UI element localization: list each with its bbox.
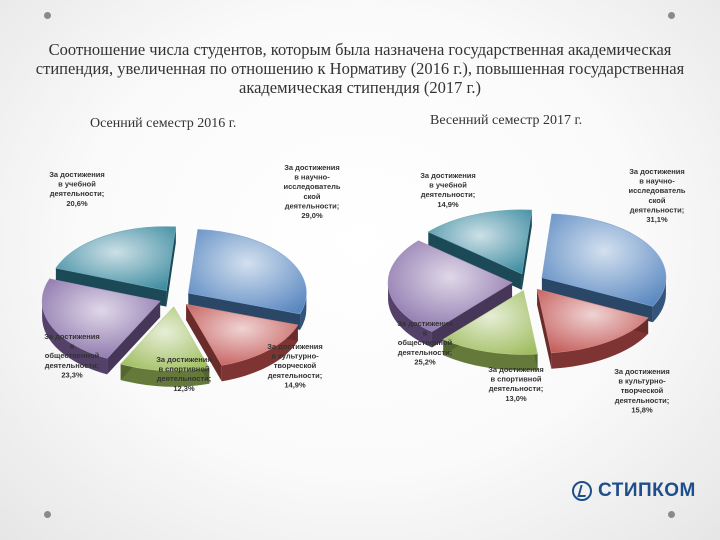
pie-slice-face bbox=[186, 304, 222, 382]
pie-slice-side bbox=[551, 317, 649, 369]
slice-label: За достижения в культурно-творческой деяте… bbox=[614, 367, 670, 414]
slice-value-label: 31,1% bbox=[646, 215, 668, 224]
pie-labels: За достижения в научно-исследователь ской д… bbox=[397, 167, 686, 414]
pie-slice-0 bbox=[541, 213, 667, 307]
pie-slice-side bbox=[42, 301, 108, 375]
pie-slice-face bbox=[521, 210, 532, 290]
pie-slice-face bbox=[166, 226, 176, 307]
pie-slice-face bbox=[431, 282, 513, 348]
pie-slice-0 bbox=[188, 229, 307, 315]
nav-dot-bottom-left bbox=[44, 511, 51, 518]
brand-logo-icon bbox=[572, 481, 592, 501]
slice-label: За достижения в общественной деятельности; 2… bbox=[397, 319, 453, 366]
pie-slice-1 bbox=[185, 303, 299, 366]
pie-slice-2 bbox=[120, 306, 210, 372]
nav-dot-bottom-right bbox=[668, 511, 675, 518]
slice-value-label: 20,6% bbox=[66, 199, 88, 208]
pie-slice-side bbox=[388, 282, 432, 348]
pie-slice-3 bbox=[387, 240, 513, 332]
slice-label: За достижения в научно-исследователь ской д… bbox=[628, 167, 685, 224]
pie-slice-2 bbox=[442, 289, 538, 355]
pie-tops bbox=[387, 209, 667, 355]
slice-value-label: 14,9% bbox=[284, 380, 306, 389]
slice-label: За достижения в учебной деятельности; 14,9% bbox=[420, 171, 476, 209]
slice-value-label: 13,0% bbox=[505, 394, 527, 403]
slide-title: Соотношение числа студентов, которым был… bbox=[35, 40, 685, 97]
pie-slice-face bbox=[107, 301, 161, 375]
slice-value-label: 25,2% bbox=[414, 357, 436, 366]
pie-slice-3 bbox=[41, 278, 161, 359]
slice-label: За достижения в научно-исследователь ской д… bbox=[283, 163, 340, 220]
pie-tops bbox=[41, 226, 307, 372]
brand-logo: СТИПКОМ bbox=[572, 478, 696, 504]
pie-slice-1 bbox=[536, 288, 649, 354]
slice-label: За достижения в спортивной деятельности; 12… bbox=[156, 355, 212, 393]
pie-labels: За достижения в научно-исследователь ской д… bbox=[44, 163, 341, 393]
pie-slice-side bbox=[120, 363, 210, 387]
pie-slice-face bbox=[541, 277, 653, 323]
pie-slice-face bbox=[537, 289, 552, 369]
pie-slice-side bbox=[652, 277, 666, 323]
slice-value-label: 15,8% bbox=[631, 405, 653, 414]
slice-label: За достижения в культурно-творческой деяте… bbox=[267, 342, 323, 389]
slice-label: За достижения в общественной деятельности; 2… bbox=[44, 332, 100, 379]
pie-slice-4 bbox=[427, 209, 533, 275]
pie-slice-side bbox=[300, 293, 307, 330]
slice-value-label: 12,3% bbox=[173, 384, 195, 393]
slice-label: За достижения в спортивной деятельности; 13… bbox=[488, 365, 544, 403]
nav-dot-top-left bbox=[44, 12, 51, 19]
slice-value-label: 29,0% bbox=[301, 211, 323, 220]
brand-logo-text: СТИПКОМ bbox=[598, 480, 696, 501]
slice-label: За достижения в учебной деятельности; 20,6% bbox=[49, 170, 105, 208]
pie-slice-side bbox=[443, 339, 538, 371]
pie-slice-4 bbox=[55, 226, 177, 291]
slice-value-label: 14,9% bbox=[437, 200, 459, 209]
chart-subtitle-spring: Весенний семестр 2017 г. bbox=[430, 113, 583, 128]
pie-slice-side bbox=[221, 325, 298, 382]
slice-value-label: 23,3% bbox=[61, 370, 83, 379]
nav-dot-top-right bbox=[668, 12, 675, 19]
pie-slice-face bbox=[428, 231, 522, 290]
chart-subtitle-autumn: Осенний семестр 2016 г. bbox=[90, 116, 237, 131]
